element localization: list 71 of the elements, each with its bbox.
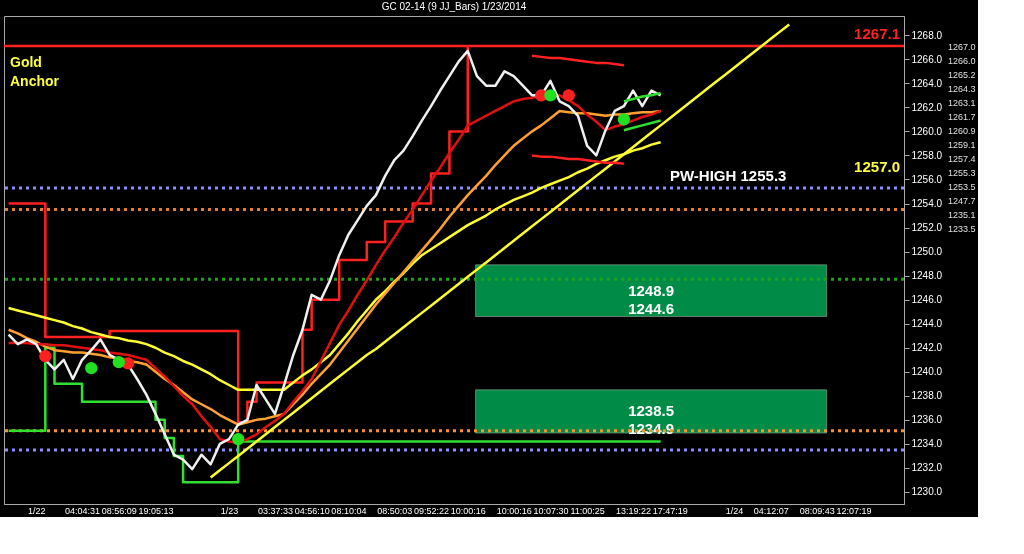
x-tick-label: 10:07:30 [533, 505, 569, 516]
band-label: 1248.9 1244.6 [628, 281, 675, 317]
y-tick-label: 1264.0 [911, 77, 943, 89]
x-tick-label: 12:07:19 [836, 505, 872, 516]
text: 1267.0 [948, 42, 976, 52]
y-tick-label: 1246.0 [911, 294, 943, 306]
x-tick-label: 19:05:13 [138, 505, 174, 516]
x-tick-label: 08:09:43 [799, 505, 835, 516]
y-tick-label: 1258.0 [911, 149, 943, 161]
text: 1233.5 [948, 224, 976, 234]
y-tick-label: 1234.0 [911, 438, 943, 450]
y-tick-label: 1250.0 [911, 246, 943, 258]
y-tick-label: 1232.0 [911, 462, 943, 474]
x-tick-label: 13:19:22 [616, 505, 652, 516]
point [85, 362, 98, 375]
y-tick-label: 1252.0 [911, 222, 943, 234]
x-tick-label: 03:37:33 [257, 505, 293, 516]
text: 1235.1 [948, 210, 976, 220]
text: 1247.7 [948, 196, 976, 206]
text: 1253.5 [948, 182, 976, 192]
point [544, 89, 557, 102]
ref-line-label: PW-HIGH 1255.3 [670, 166, 787, 184]
line-series [530, 54, 626, 67]
x-tick-label: 04:12:07 [753, 505, 789, 516]
point [232, 432, 245, 446]
chart-title: GC 02-14 (9 JJ_Bars) 1/23/2014 [381, 1, 527, 12]
y-tick-label: 1248.0 [911, 270, 943, 282]
x-tick-label: 09:52:22 [414, 505, 450, 516]
annotation: 1257.0 [854, 158, 900, 175]
x-tick-label: 08:10:04 [331, 505, 367, 516]
point [562, 89, 575, 102]
x-tick-label: 17:47:19 [652, 505, 688, 516]
text: 1259.1 [948, 140, 976, 150]
text: 1266.0 [948, 56, 976, 66]
y-tick-label: 1256.0 [911, 173, 943, 185]
x-tick-label: 1/22 [27, 505, 46, 516]
y-tick-label: 1236.0 [911, 414, 943, 426]
text: 1257.4 [948, 154, 976, 164]
text: 1265.2 [948, 70, 976, 80]
ref-line-label: 1267.1 [854, 25, 900, 43]
y-tick-label: 1268.0 [911, 29, 943, 41]
x-tick-label: 10:00:16 [496, 505, 532, 516]
y-tick-label: 1242.0 [911, 342, 943, 354]
line-series [530, 154, 626, 166]
annotation: Gold Anchor [10, 54, 60, 89]
text: 1261.7 [948, 112, 976, 122]
x-tick-label: 10:00:16 [450, 505, 486, 516]
x-tick-label: 1/24 [725, 505, 744, 516]
y-tick-label: 1240.0 [911, 366, 943, 378]
x-tick-label: 1/23 [220, 505, 239, 516]
x-tick-label: 08:50:03 [377, 505, 413, 516]
point [112, 356, 125, 369]
y-tick-label: 1230.0 [911, 486, 943, 498]
y-tick-label: 1260.0 [911, 125, 943, 137]
x-tick-label: 11:00:25 [570, 505, 605, 516]
text: 1263.1 [948, 98, 976, 108]
text: 1260.9 [948, 126, 976, 136]
point [617, 113, 631, 126]
line-series [622, 119, 662, 132]
y-tick-label: 1266.0 [911, 53, 943, 65]
point [39, 350, 52, 363]
x-tick-label: 08:56:09 [101, 505, 137, 516]
y-tick-label: 1238.0 [911, 390, 943, 402]
x-tick-label: 04:04:31 [65, 505, 101, 516]
text: 1255.3 [948, 168, 976, 178]
y-tick-label: 1254.0 [911, 198, 943, 210]
y-tick-label: 1262.0 [911, 101, 943, 113]
y-tick-label: 1244.0 [911, 318, 943, 330]
line-series [622, 91, 662, 103]
text: 1264.3 [948, 84, 976, 94]
x-tick-label: 04:56:10 [294, 505, 330, 516]
